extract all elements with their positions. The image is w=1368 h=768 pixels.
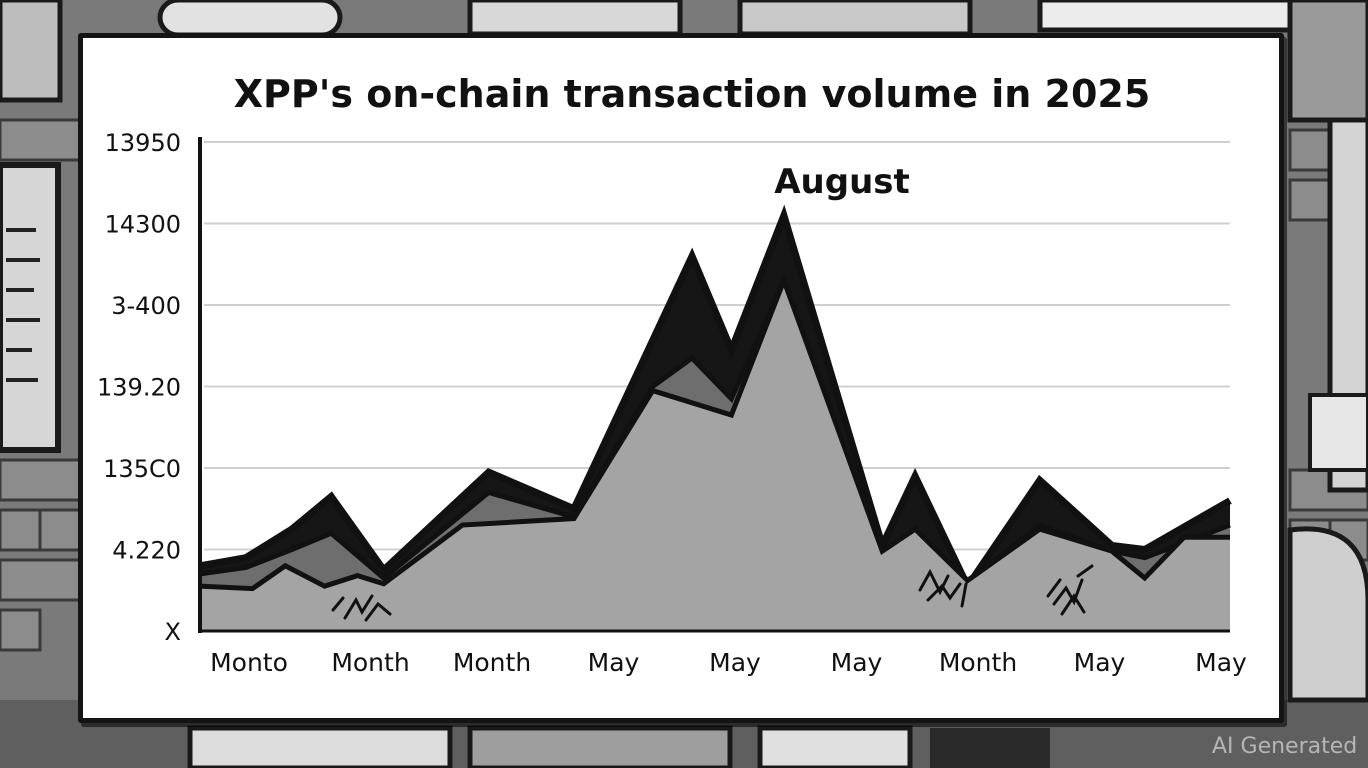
x-tick-label: May bbox=[588, 648, 640, 677]
x-tick-label: Month bbox=[939, 648, 1017, 677]
x-tick-label: May bbox=[1195, 648, 1247, 677]
scribble-marks bbox=[331, 564, 1094, 622]
x-tick-labels: Monto Month Month May May May Month May May bbox=[210, 648, 1247, 677]
back-line bbox=[199, 204, 1232, 594]
x-tick-label: Month bbox=[331, 648, 409, 677]
area-series bbox=[199, 204, 1232, 631]
y-tick-label: 139.20 bbox=[97, 374, 181, 402]
front-area bbox=[200, 280, 1230, 631]
y-tick-label: X bbox=[165, 618, 181, 646]
front-line bbox=[199, 273, 1230, 592]
y-tick-label: 14300 bbox=[105, 211, 181, 239]
y-tick-label: 13950 bbox=[105, 129, 181, 157]
y-tick-label: 4.220 bbox=[112, 537, 181, 565]
y-tick-label: 3-400 bbox=[111, 292, 181, 320]
x-tick-label: Monto bbox=[210, 648, 288, 677]
chart-title: XPP's on-chain transaction volume in 202… bbox=[234, 72, 1151, 116]
mid-line bbox=[199, 273, 1231, 586]
x-tick-label: May bbox=[709, 648, 761, 677]
peak-annotation: August bbox=[774, 162, 910, 202]
x-tick-label: May bbox=[1074, 648, 1126, 677]
x-tick-label: May bbox=[831, 648, 883, 677]
y-tick-labels: X 4.220 135C0 139.20 3-400 14300 13950 bbox=[97, 129, 181, 646]
x-tick-label: Month bbox=[453, 648, 531, 677]
y-tick-label: 135C0 bbox=[103, 455, 181, 483]
watermark: AI Generated bbox=[1212, 734, 1358, 759]
